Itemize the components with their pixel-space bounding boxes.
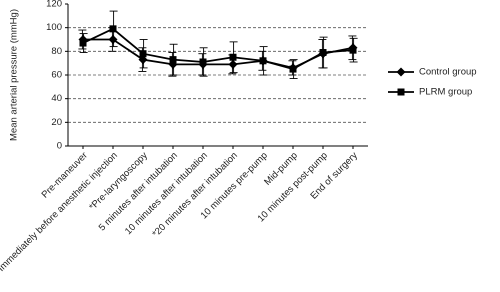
legend-label: Control group	[419, 67, 477, 78]
data-point	[108, 35, 118, 44]
y-tick-label: 120	[46, 0, 62, 10]
y-tick-label: 0	[57, 141, 62, 152]
data-point	[229, 53, 237, 61]
data-point	[228, 59, 238, 69]
y-axis-label: Mean arterial pressure (mmHg)	[9, 9, 20, 141]
data-point	[79, 39, 87, 47]
series-line	[83, 38, 354, 69]
y-tick-label: 80	[51, 46, 62, 57]
x-tick-label: *Immediately before anesthetic injection	[0, 150, 120, 277]
data-point	[138, 55, 148, 65]
y-tick-label: 100	[46, 22, 62, 33]
data-point	[169, 56, 177, 64]
series-line	[82, 27, 354, 71]
legend-marker	[396, 67, 406, 77]
data-point	[109, 25, 117, 33]
data-point	[319, 49, 327, 57]
legend-marker	[397, 88, 405, 96]
data-point	[199, 58, 207, 66]
data-point	[349, 46, 357, 54]
data-point	[289, 65, 297, 73]
y-tick-label: 60	[51, 70, 62, 81]
data-point	[259, 57, 267, 65]
data-point	[139, 50, 147, 58]
legend-label: PLRM group	[419, 87, 472, 98]
y-tick-label: 20	[51, 117, 62, 128]
y-tick-label: 40	[51, 93, 62, 104]
